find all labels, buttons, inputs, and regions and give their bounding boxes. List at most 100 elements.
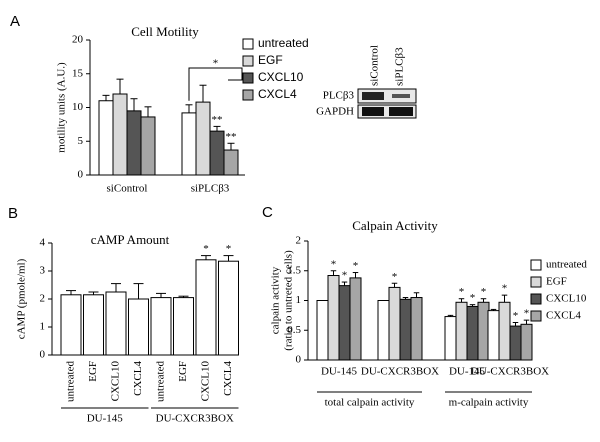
bar — [60, 294, 82, 356]
x-tick-label: siPLCβ3 — [191, 183, 230, 195]
significance-label: ** — [226, 131, 237, 143]
y-tick-label: 5 — [78, 135, 84, 147]
bar — [126, 110, 142, 176]
blot-band — [392, 94, 410, 98]
x-tick-label: DU-CXCR3BOX — [361, 366, 439, 378]
legend-swatch — [530, 259, 542, 271]
x-tick-label: EGF — [87, 361, 99, 382]
significance-label: * — [203, 243, 209, 255]
bar — [520, 323, 533, 361]
significance-label: * — [481, 286, 487, 298]
x-tick-label: CXCL10 — [110, 361, 122, 402]
y-tick-label: 15 — [72, 67, 84, 79]
bar — [410, 297, 423, 361]
blot-row-label: PLCβ3 — [323, 90, 355, 102]
chart-title: Cell Motility — [131, 24, 199, 39]
bar — [477, 301, 490, 361]
x-tick-label: CXCL4 — [132, 361, 144, 396]
legend-label: CXCL10 — [546, 293, 587, 305]
blot-lane-label: siControl — [369, 45, 381, 86]
significance-label: * — [226, 243, 232, 255]
blot-band — [362, 92, 384, 100]
bar — [498, 301, 511, 361]
significance-label: ** — [212, 114, 223, 126]
significance-label: * — [459, 286, 465, 298]
x-tick-label: CXCL4 — [222, 361, 234, 396]
bar — [338, 285, 351, 361]
bar — [98, 100, 114, 176]
bar — [128, 298, 149, 356]
bar — [105, 291, 127, 356]
bar — [150, 297, 172, 356]
group-label: DU-145 — [87, 413, 124, 425]
bar — [209, 130, 225, 176]
x-tick-label: CXCL10 — [200, 361, 212, 402]
x-tick-label: siControl — [107, 183, 148, 195]
y-axis-label: motility units (A.U.) — [56, 62, 68, 153]
panel-label: B — [8, 205, 18, 222]
blot-row-label: GAPDH — [316, 106, 354, 118]
significance-label: * — [513, 310, 519, 322]
bar — [83, 294, 104, 356]
panel-label: C — [262, 204, 273, 221]
bar — [218, 260, 239, 356]
legend-swatch — [242, 89, 254, 101]
y-tick-label: 0.5 — [287, 324, 301, 336]
y-tick-label: 2 — [296, 235, 302, 247]
legend-swatch — [530, 276, 542, 288]
western-blot: siControl siPLCβ3 PLCβ3 GAPDH — [316, 45, 417, 119]
y-tick-label: 0 — [296, 354, 302, 366]
group-label: m-calpain activity — [449, 397, 529, 409]
blot-band — [389, 107, 413, 116]
group-label: DU-CXCR3BOX — [156, 413, 234, 425]
y-tick-label: 20 — [72, 34, 84, 46]
legend-swatch — [242, 38, 254, 50]
bar — [466, 305, 479, 361]
bar — [195, 101, 211, 176]
chart-title: cAMP Amount — [91, 232, 170, 247]
legend-label: untreated — [546, 259, 587, 271]
x-tick-label: untreated — [155, 361, 167, 402]
significance-label: * — [502, 283, 508, 295]
legend-label: CXCL10 — [258, 70, 304, 84]
significance-bracket — [188, 67, 243, 101]
bar — [487, 310, 500, 361]
bar — [181, 112, 197, 176]
legend-label: EGF — [258, 53, 283, 67]
y-tick-label: 2 — [40, 293, 46, 305]
significance-label: * — [470, 292, 476, 304]
legend-swatch — [242, 55, 254, 67]
y-tick-label: 3 — [40, 265, 46, 277]
bar — [399, 298, 412, 361]
chart-title: Calpain Activity — [352, 218, 438, 233]
bar — [112, 93, 128, 176]
bar — [140, 116, 156, 176]
bar — [377, 300, 390, 361]
legend-swatch — [242, 72, 254, 84]
bar — [388, 286, 401, 361]
bar — [195, 259, 217, 356]
blot-lane-label: siPLCβ3 — [394, 47, 406, 86]
y-tick-label: 4 — [40, 237, 46, 249]
bar — [455, 301, 468, 361]
bracket-label: * — [213, 58, 219, 70]
panel-label: A — [10, 13, 20, 30]
legend-label: CXCL4 — [546, 310, 581, 322]
y-tick-label: 1 — [296, 294, 302, 306]
bar — [444, 316, 457, 361]
bar — [509, 325, 522, 361]
group-label: total calpain activity — [325, 397, 415, 409]
significance-label: * — [392, 271, 398, 283]
legend-label: untreated — [258, 36, 309, 50]
significance-label: * — [331, 258, 337, 270]
significance-label: * — [524, 308, 530, 320]
bar — [316, 300, 329, 361]
bar — [173, 297, 194, 356]
y-tick-label: 1 — [40, 321, 46, 333]
x-tick-label: EGF — [177, 361, 189, 382]
y-tick-label: 0 — [40, 349, 46, 361]
legend-label: CXCL4 — [258, 87, 297, 101]
legend-label: EGF — [546, 276, 567, 288]
